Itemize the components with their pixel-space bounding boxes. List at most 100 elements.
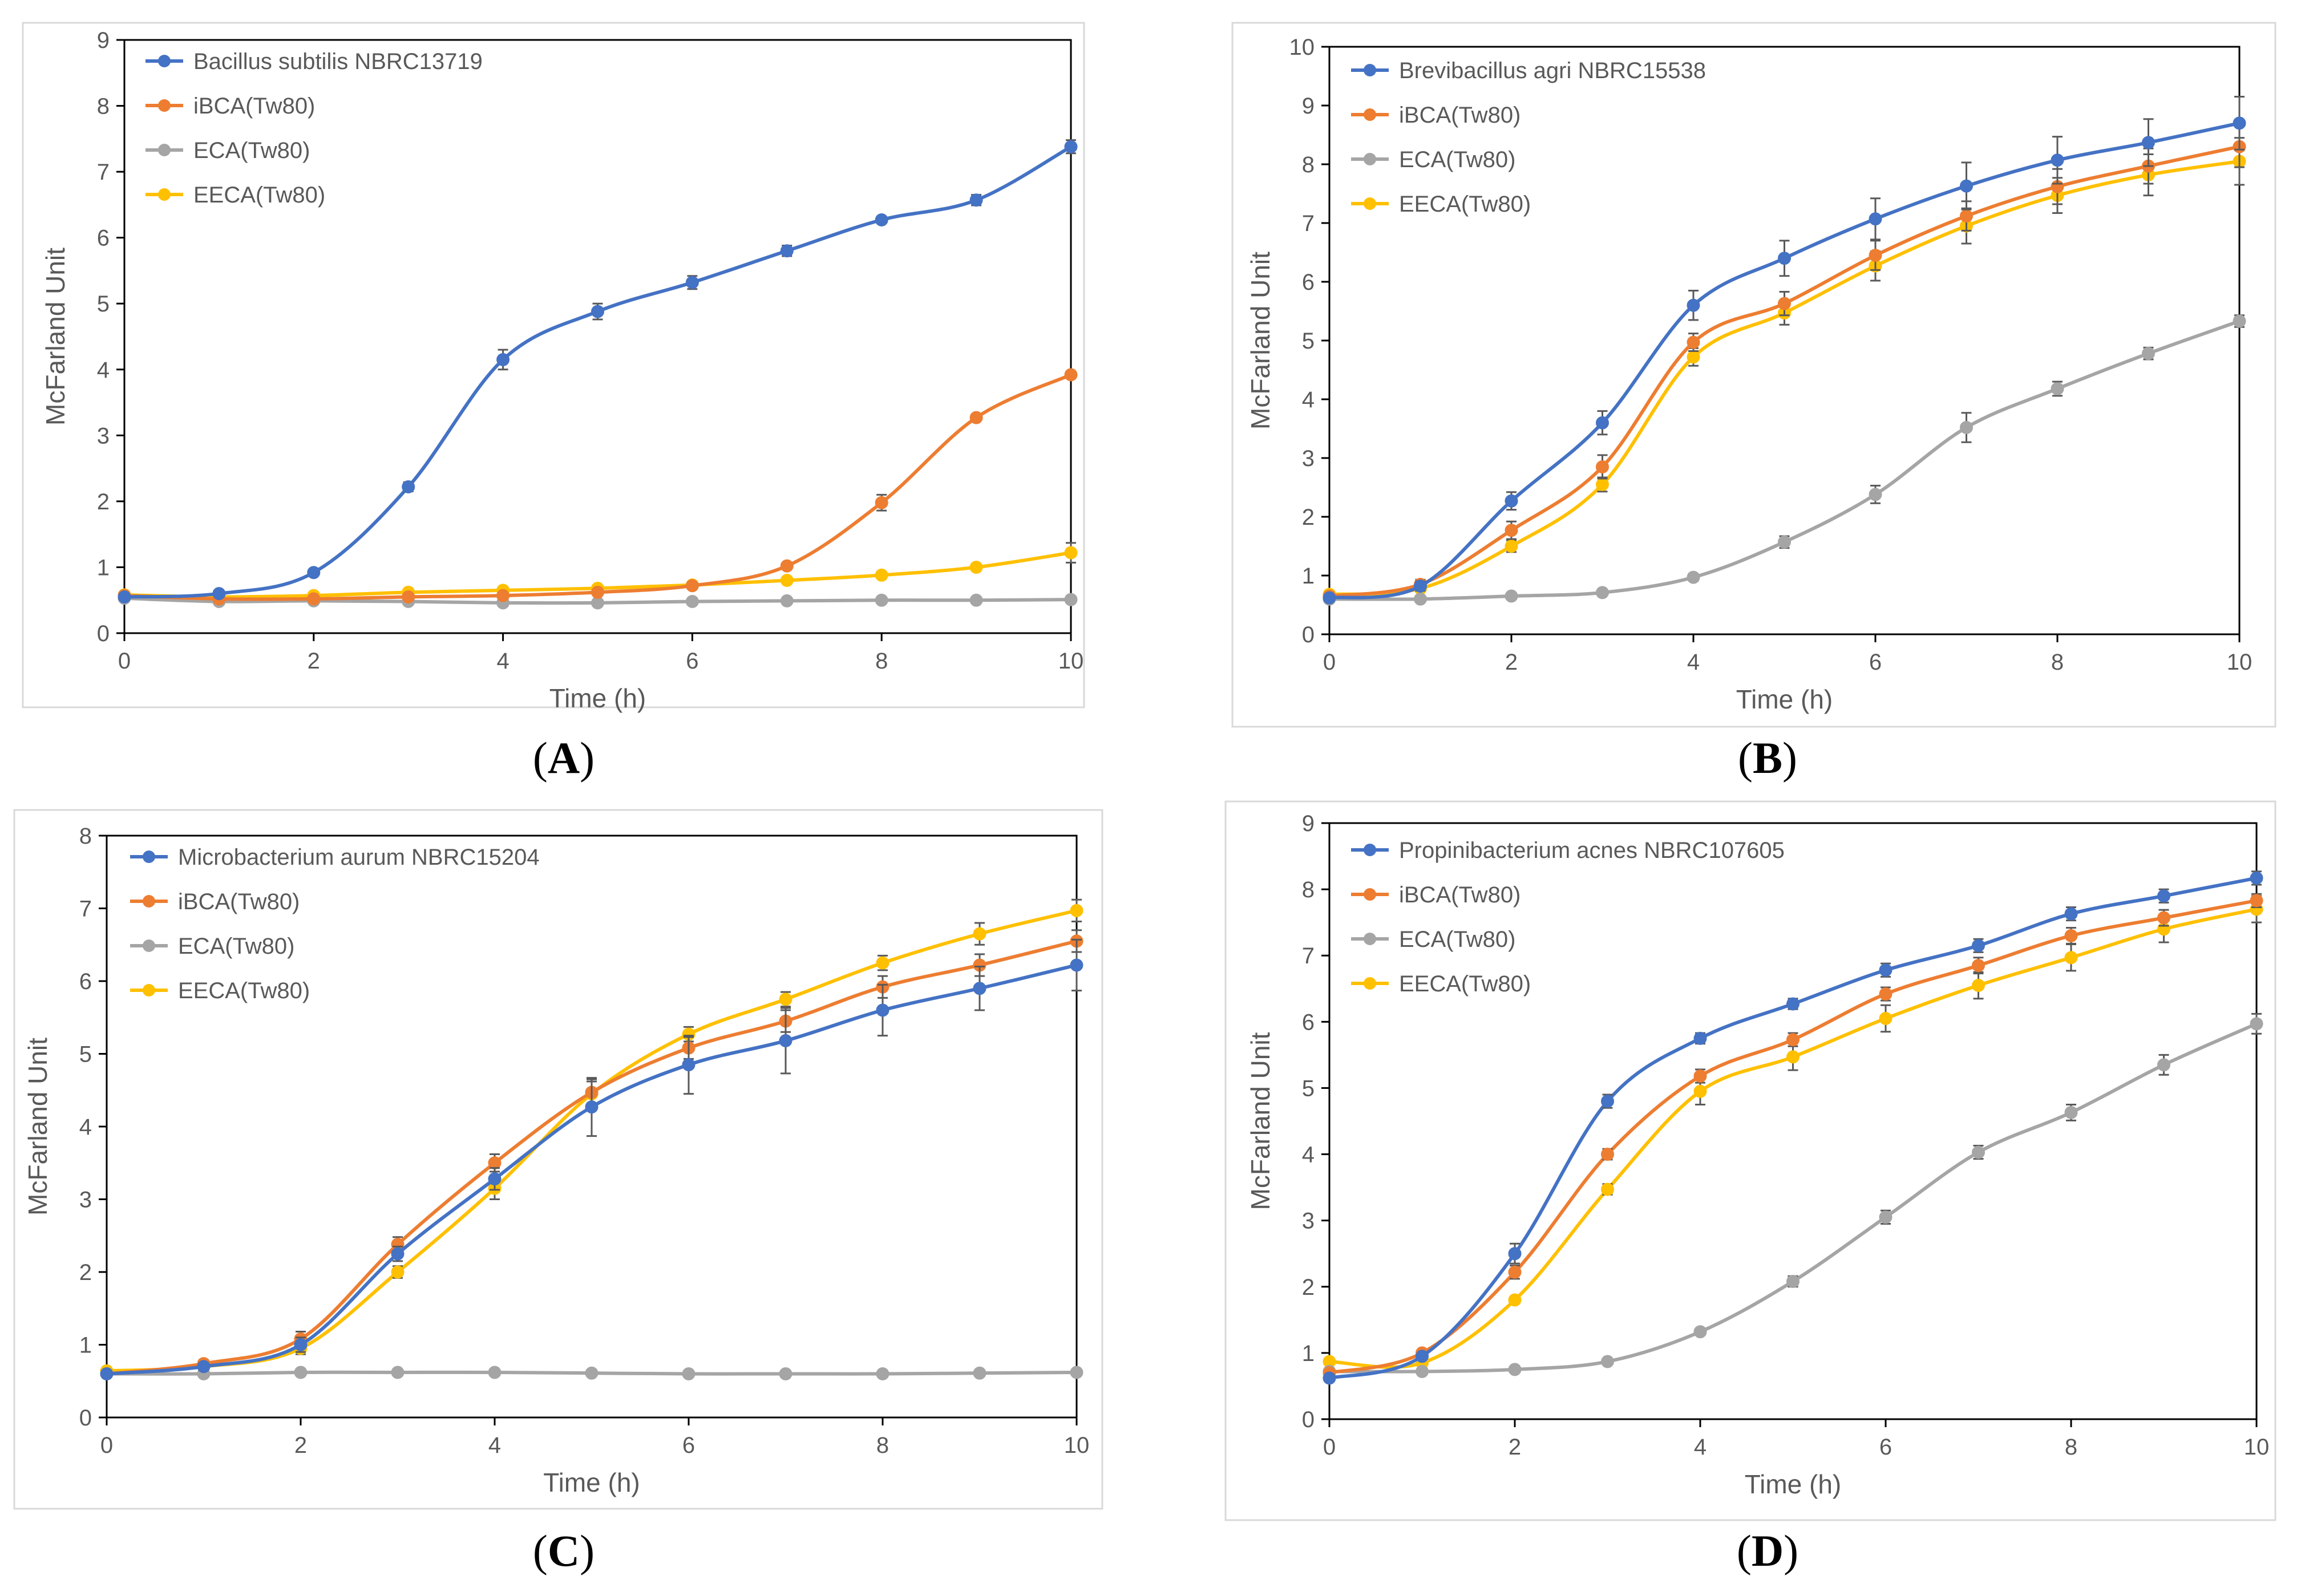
data-point	[307, 566, 321, 580]
legend-marker	[1364, 933, 1376, 945]
x-axis-label: Time (h)	[549, 683, 646, 713]
data-point	[1778, 535, 1791, 549]
data-point	[1323, 591, 1336, 605]
legend-marker	[1364, 197, 1376, 210]
y-tick-label: 4	[79, 1115, 92, 1140]
data-point	[1601, 1095, 1614, 1108]
y-tick-label: 4	[1302, 1143, 1315, 1168]
data-point	[1879, 1012, 1893, 1026]
data-point	[1960, 179, 1973, 193]
data-point	[2250, 871, 2263, 885]
legend-marker	[158, 99, 171, 112]
y-tick-label: 6	[1302, 270, 1315, 295]
series-line	[1329, 121, 2240, 600]
data-point	[294, 1366, 308, 1379]
data-point	[2064, 951, 2078, 965]
y-tick-label: 0	[1302, 622, 1315, 647]
caption-paren-open: (	[533, 733, 548, 783]
data-point	[1687, 570, 1700, 584]
legend-marker	[1364, 64, 1376, 76]
data-point	[1869, 212, 1882, 226]
data-point	[1778, 252, 1791, 265]
x-tick-label: 2	[1505, 650, 1518, 675]
data-point	[2157, 911, 2170, 925]
y-tick-label: 1	[79, 1333, 92, 1358]
x-axis-label: Time (h)	[543, 1468, 640, 1497]
legend-marker	[143, 850, 155, 863]
data-point	[402, 480, 415, 493]
data-point	[1960, 209, 1973, 223]
y-tick-label: 6	[79, 969, 92, 994]
data-point	[780, 559, 794, 573]
data-point	[391, 1265, 405, 1279]
data-point	[969, 593, 983, 607]
data-point	[1601, 1355, 1614, 1368]
y-tick-label: 9	[1302, 94, 1315, 119]
x-tick-label: 8	[876, 1433, 889, 1458]
legend-marker	[1364, 153, 1376, 165]
y-tick-label: 9	[97, 28, 110, 53]
data-point	[1323, 1371, 1336, 1385]
data-point	[391, 1366, 405, 1379]
data-point	[1879, 1210, 1893, 1224]
data-point	[779, 993, 792, 1006]
data-point	[1972, 959, 1985, 973]
y-tick-label: 5	[79, 1042, 92, 1067]
y-tick-label: 7	[97, 160, 110, 185]
data-point	[1687, 350, 1700, 364]
data-point	[779, 1367, 792, 1380]
data-point	[875, 568, 888, 582]
legend-marker	[143, 984, 155, 997]
caption-letter: A	[548, 733, 580, 783]
legend-label: iBCA(Tw80)	[193, 94, 315, 119]
data-point	[100, 1367, 114, 1380]
legend: Microbacterium aurum NBRC15204 iBCA(Tw80)…	[130, 845, 540, 1003]
y-tick-label: 3	[79, 1188, 92, 1213]
caption-paren-close: )	[580, 1526, 595, 1575]
data-point	[197, 1360, 211, 1374]
data-point	[591, 305, 604, 318]
data-point	[1786, 1033, 1800, 1047]
x-tick-label: 0	[1323, 1435, 1336, 1460]
data-point	[1596, 460, 1609, 473]
series-line	[124, 145, 1072, 599]
data-point	[391, 1247, 405, 1261]
y-tick-label: 0	[1302, 1407, 1315, 1432]
x-tick-label: 6	[1879, 1435, 1892, 1460]
y-tick-label: 8	[1302, 877, 1315, 902]
y-tick-label: 3	[1302, 446, 1315, 471]
data-point	[1064, 593, 1078, 606]
y-tick-label: 4	[97, 358, 110, 383]
data-point	[1508, 1293, 1522, 1307]
data-point	[1960, 420, 1973, 434]
data-point	[1508, 1247, 1522, 1261]
legend-label: iBCA(Tw80)	[1399, 103, 1521, 128]
caption-paren-close: )	[580, 733, 595, 783]
x-axis-label: Time (h)	[1745, 1469, 1842, 1499]
data-point	[1505, 540, 1518, 553]
y-axis-label: McFarland Unit	[41, 248, 70, 426]
x-tick-label: 10	[2244, 1435, 2270, 1460]
data-point	[1596, 586, 1609, 599]
legend-label: Brevibacillus agri NBRC15538	[1399, 58, 1706, 83]
data-point	[1693, 1070, 1707, 1083]
data-point	[402, 590, 415, 603]
series-1	[1323, 870, 2263, 1385]
chart-d: 0 1 2 3 4 5 6 7 8 9 0 2 4 6 8 10 Time (h) McFarland Unit P…	[1224, 800, 2276, 1575]
data-point	[1786, 1274, 1800, 1288]
x-tick-label: 10	[1058, 649, 1084, 674]
data-point	[2051, 153, 2064, 167]
data-point	[1786, 1050, 1800, 1064]
data-point	[1869, 249, 1882, 262]
data-point	[969, 411, 983, 424]
x-tick-label: 6	[686, 649, 698, 674]
data-point	[780, 244, 794, 258]
legend-label: ECA(Tw80)	[178, 934, 295, 959]
series-line	[1329, 159, 2240, 596]
legend-marker	[1364, 977, 1376, 990]
legend-label: ECA(Tw80)	[1399, 147, 1516, 172]
legend-marker	[158, 144, 171, 156]
y-tick-label: 4	[1302, 387, 1315, 412]
y-tick-label: 1	[1302, 564, 1315, 589]
caption-letter: B	[1753, 733, 1782, 783]
